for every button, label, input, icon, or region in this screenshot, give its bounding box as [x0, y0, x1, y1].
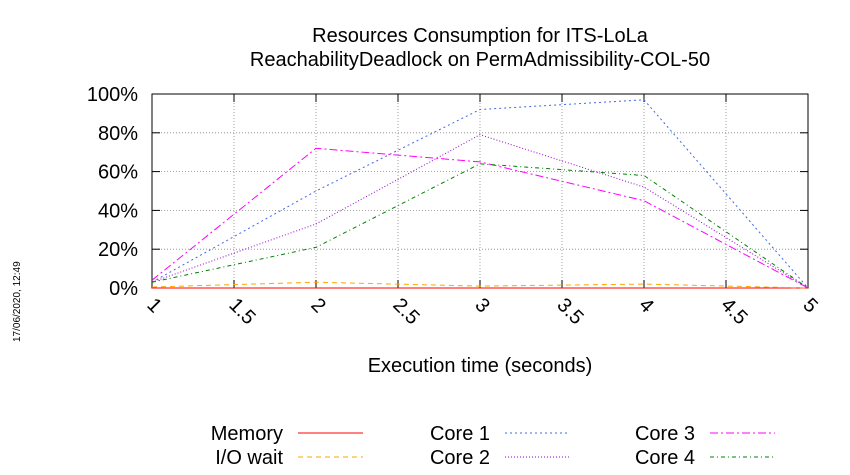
y-tick-label: 80% [98, 123, 138, 145]
timestamp: 17/06/2020, 12:49 [12, 261, 23, 342]
y-tick-label: 20% [98, 239, 138, 261]
x-tick-label: 1 [142, 294, 165, 317]
x-tick-label: 4.5 [716, 294, 751, 329]
y-tick-label: 0% [109, 278, 138, 300]
series-line-core-4 [151, 163, 809, 289]
legend-label-memory: Memory [211, 423, 283, 445]
data-series [151, 99, 809, 289]
y-axis: 0% 20% 40% 60% 80% 100% [87, 84, 808, 300]
x-tick-label: 1.5 [224, 294, 259, 329]
series-line-i-o-wait [151, 281, 809, 289]
legend-label-i-o-wait: I/O wait [215, 447, 283, 469]
y-tick-label: 60% [98, 162, 138, 184]
x-tick-label: 2.5 [388, 294, 423, 329]
x-axis: 1 1.5 2 2.5 3 3.5 4 4.5 5 [142, 94, 822, 329]
series-line-core-2 [151, 134, 809, 289]
x-tick-label: 5 [798, 294, 821, 317]
legend-label-core-1: Core 1 [430, 423, 490, 445]
series-line-core-3 [151, 147, 809, 289]
grid-lines [152, 94, 808, 288]
x-tick-label: 3 [470, 294, 493, 317]
legend-label-core-4: Core 4 [635, 447, 695, 469]
y-tick-label: 100% [87, 84, 138, 106]
legend-label-core-3: Core 3 [635, 423, 695, 445]
chart-title: Resources Consumption for ITS-LoLa [312, 25, 649, 47]
x-tick-label: 3.5 [552, 294, 587, 329]
chart-subtitle: ReachabilityDeadlock on PermAdmissibilit… [250, 49, 710, 71]
y-tick-label: 40% [98, 200, 138, 222]
x-tick-label: 4 [634, 294, 657, 317]
x-axis-label: Execution time (seconds) [368, 355, 593, 377]
legend-label-core-2: Core 2 [430, 447, 490, 469]
x-tick-label: 2 [306, 294, 329, 317]
series-line-core-1 [151, 99, 809, 289]
